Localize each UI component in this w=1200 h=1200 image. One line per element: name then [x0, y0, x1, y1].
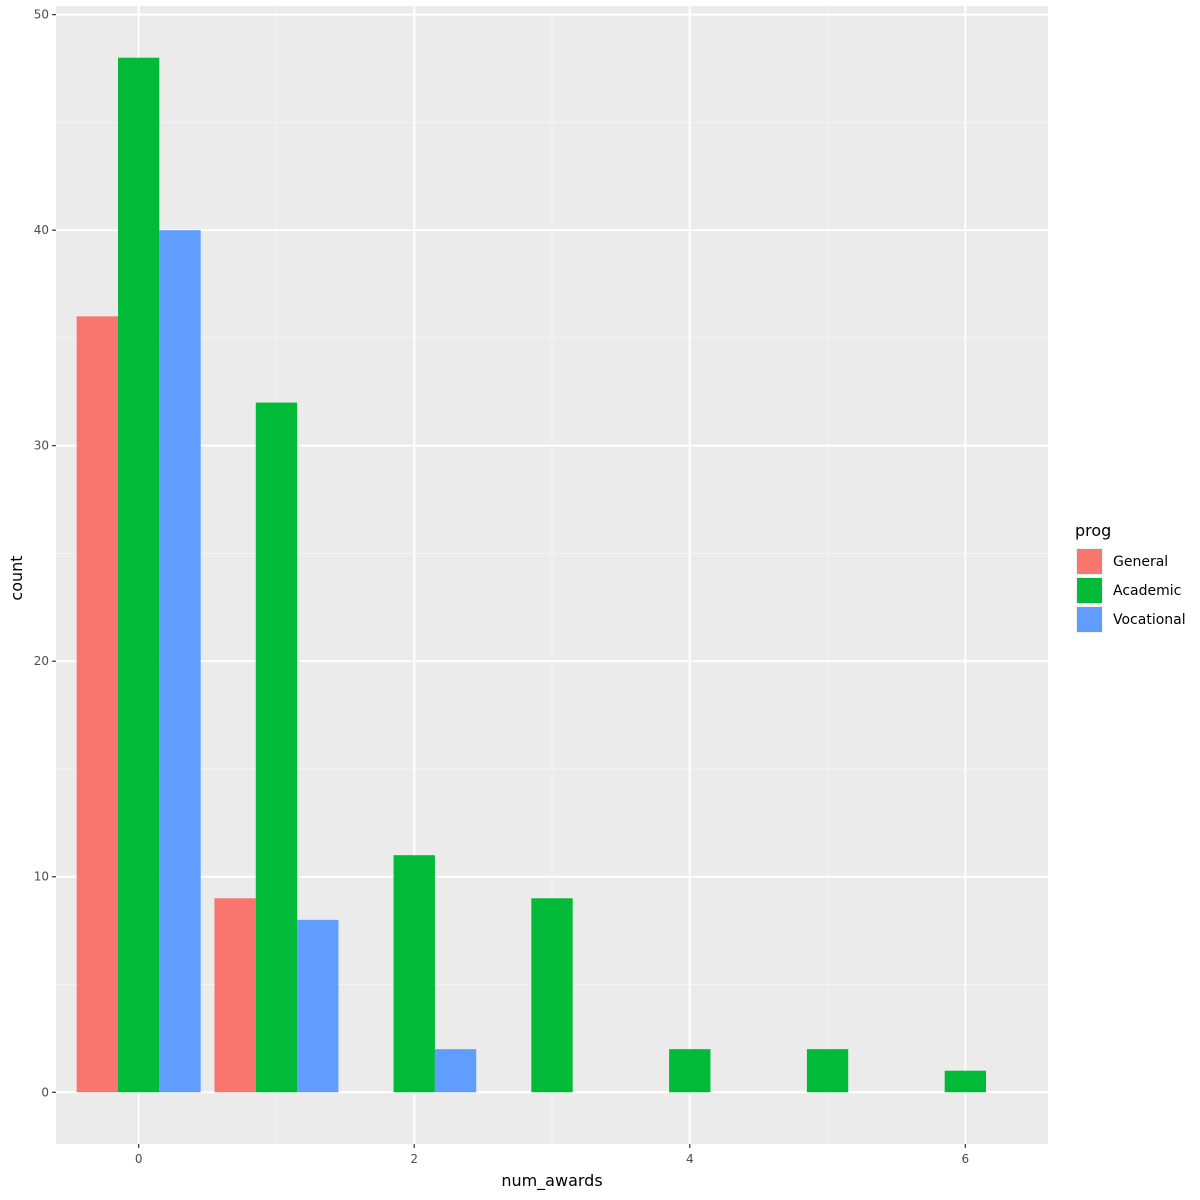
legend-swatch-academic — [1077, 578, 1102, 603]
y-tick-label: 50 — [34, 8, 49, 22]
legend-title: prog — [1075, 521, 1111, 540]
legend-swatch-vocational — [1077, 607, 1102, 632]
bar-academic-6 — [944, 1070, 986, 1093]
y-tick-label: 40 — [34, 223, 49, 237]
y-tick-label: 30 — [34, 439, 49, 453]
legend-label-academic: Academic — [1113, 583, 1181, 599]
legend: prog General Academic Vocational — [1075, 521, 1186, 633]
bar-academic-4 — [669, 1049, 711, 1093]
y-tick-label: 0 — [41, 1085, 49, 1099]
x-tick-label: 4 — [686, 1152, 694, 1166]
x-tick-label: 6 — [962, 1152, 970, 1166]
bar-academic-2 — [393, 855, 435, 1093]
bar-vocational-2 — [434, 1049, 477, 1093]
bar-academic-0 — [118, 57, 160, 1093]
legend-label-vocational: Vocational — [1113, 612, 1186, 628]
bar-general-1 — [214, 898, 256, 1093]
x-tick-label: 2 — [410, 1152, 418, 1166]
legend-label-general: General — [1113, 554, 1168, 570]
y-tick-label: 20 — [34, 654, 49, 668]
bar-academic-3 — [531, 898, 573, 1093]
y-axis: 0 10 20 30 40 50 — [34, 8, 56, 1099]
x-tick-label: 0 — [135, 1152, 143, 1166]
y-axis-title: count — [7, 555, 26, 600]
bar-academic-1 — [255, 402, 298, 1093]
x-axis: 0 2 4 6 — [135, 1144, 969, 1166]
bar-vocational-0 — [159, 230, 201, 1093]
x-axis-title: num_awards — [501, 1171, 602, 1191]
bar-general-0 — [76, 316, 118, 1093]
bars — [76, 57, 986, 1093]
bar-academic-5 — [806, 1049, 849, 1093]
legend-swatch-general — [1077, 549, 1102, 574]
bar-vocational-1 — [297, 919, 339, 1093]
y-tick-label: 10 — [34, 870, 49, 884]
